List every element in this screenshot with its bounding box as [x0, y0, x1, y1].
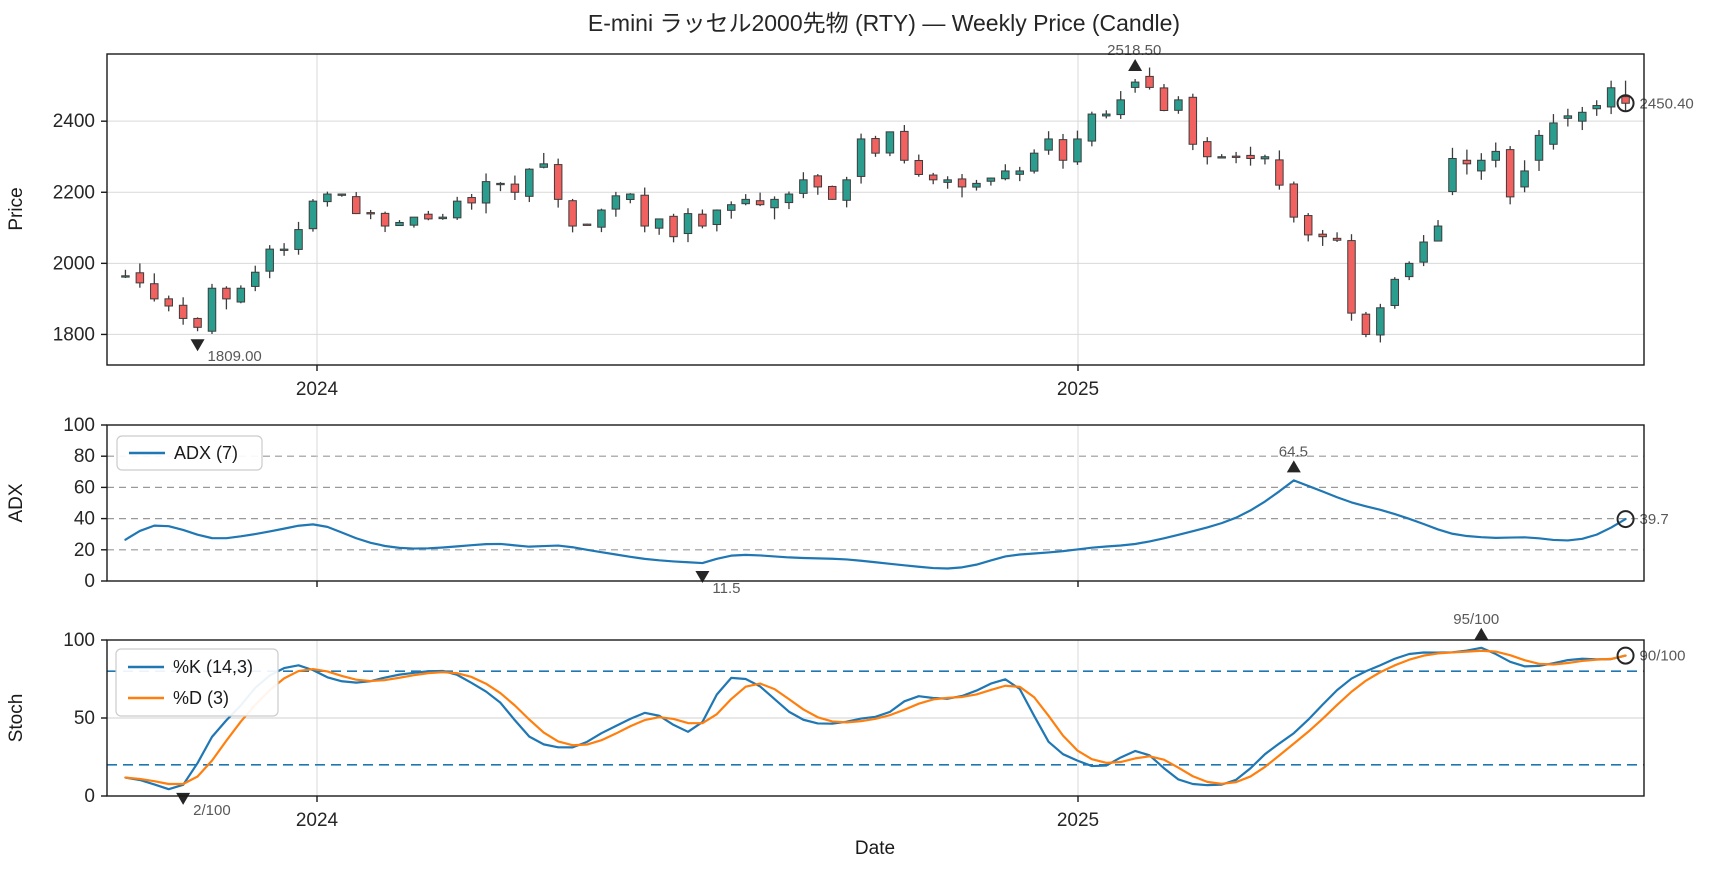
svg-text:2025: 2025 — [1057, 810, 1099, 831]
svg-text:Stoch: Stoch — [6, 694, 27, 743]
svg-text:0: 0 — [84, 786, 95, 807]
svg-text:%D (3): %D (3) — [173, 688, 229, 708]
svg-text:E-mini ラッセル2000先物 (RTY) — Week: E-mini ラッセル2000先物 (RTY) — Weekly Price (… — [588, 10, 1180, 36]
svg-text:2000: 2000 — [53, 253, 95, 274]
svg-text:1809.00: 1809.00 — [208, 348, 262, 365]
svg-text:2200: 2200 — [53, 182, 95, 203]
svg-text:0: 0 — [84, 571, 95, 592]
svg-text:100: 100 — [63, 630, 95, 651]
svg-text:Date: Date — [855, 838, 895, 859]
svg-text:40: 40 — [74, 509, 95, 530]
svg-text:ADX: ADX — [6, 483, 27, 522]
svg-text:2450.40: 2450.40 — [1640, 95, 1694, 112]
svg-text:2400: 2400 — [53, 111, 95, 132]
svg-text:2024: 2024 — [296, 379, 339, 400]
svg-text:ADX (7): ADX (7) — [174, 443, 238, 463]
svg-text:1800: 1800 — [53, 324, 95, 345]
svg-text:2/100: 2/100 — [193, 802, 231, 819]
svg-text:2024: 2024 — [296, 810, 339, 831]
svg-text:%K (14,3): %K (14,3) — [173, 657, 253, 677]
svg-text:100: 100 — [63, 415, 95, 436]
svg-text:80: 80 — [74, 446, 95, 467]
svg-text:2518.50: 2518.50 — [1107, 42, 1161, 59]
svg-text:50: 50 — [74, 708, 95, 729]
svg-text:64.5: 64.5 — [1279, 443, 1308, 460]
svg-text:20: 20 — [74, 540, 95, 561]
svg-text:90/100: 90/100 — [1640, 648, 1686, 665]
svg-text:Price: Price — [6, 187, 27, 230]
svg-text:95/100: 95/100 — [1453, 611, 1499, 628]
svg-text:11.5: 11.5 — [712, 580, 740, 597]
svg-text:60: 60 — [74, 477, 95, 498]
svg-text:2025: 2025 — [1057, 379, 1099, 400]
